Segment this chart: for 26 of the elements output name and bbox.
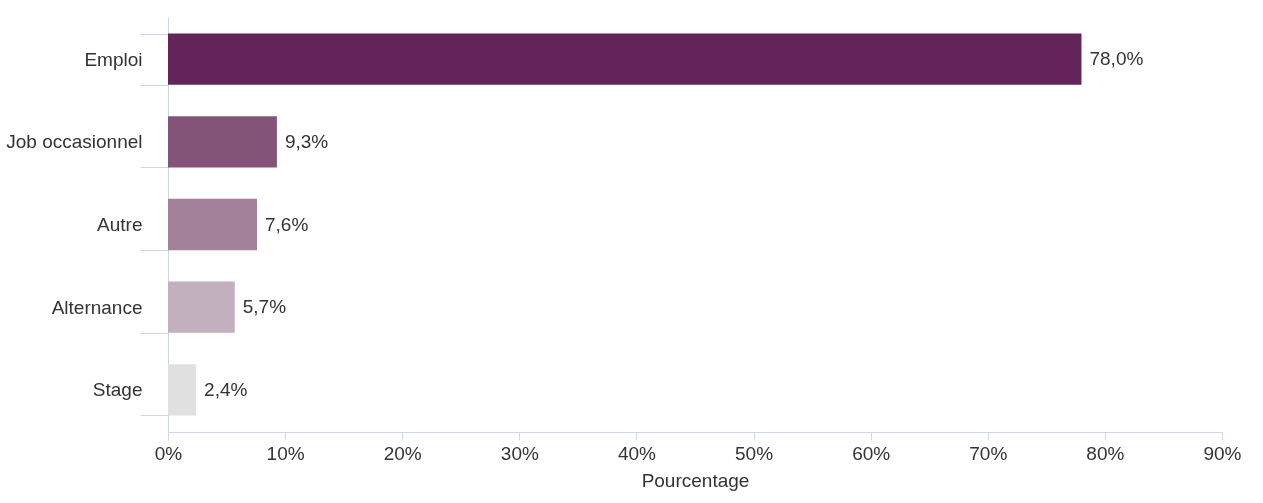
x-axis-title: Pourcentage bbox=[641, 469, 750, 491]
data-label: 5,7% bbox=[242, 296, 287, 318]
bar bbox=[168, 281, 235, 333]
x-tick-label: 50% bbox=[735, 442, 774, 464]
y-tick-label: Emploi bbox=[84, 48, 143, 70]
bar bbox=[168, 364, 197, 416]
y-tick-label: Autre bbox=[97, 214, 143, 235]
y-tick-label: Alternance bbox=[51, 296, 143, 318]
x-tick-label: 80% bbox=[1086, 442, 1125, 464]
x-tick-label: 70% bbox=[969, 442, 1008, 464]
x-tick-label: 40% bbox=[617, 442, 657, 464]
x-tick-label: 10% bbox=[266, 442, 305, 464]
x-tick-label: 60% bbox=[852, 442, 891, 464]
y-tick-label: Stage bbox=[92, 379, 143, 401]
x-tick-label: 20% bbox=[383, 442, 422, 464]
bar bbox=[168, 116, 277, 168]
x-tick-label: 90% bbox=[1203, 442, 1242, 464]
x-tick-label: 30% bbox=[500, 442, 539, 464]
data-label: 78,0% bbox=[1089, 48, 1144, 70]
data-label: 9,3% bbox=[284, 130, 329, 152]
data-label: 2,4% bbox=[204, 378, 248, 400]
bar bbox=[168, 33, 1082, 85]
data-label: 7,6% bbox=[265, 213, 309, 235]
x-tick-label: 0% bbox=[154, 442, 183, 464]
bar bbox=[168, 198, 257, 251]
y-tick-label: Job occasionnel bbox=[6, 131, 143, 153]
